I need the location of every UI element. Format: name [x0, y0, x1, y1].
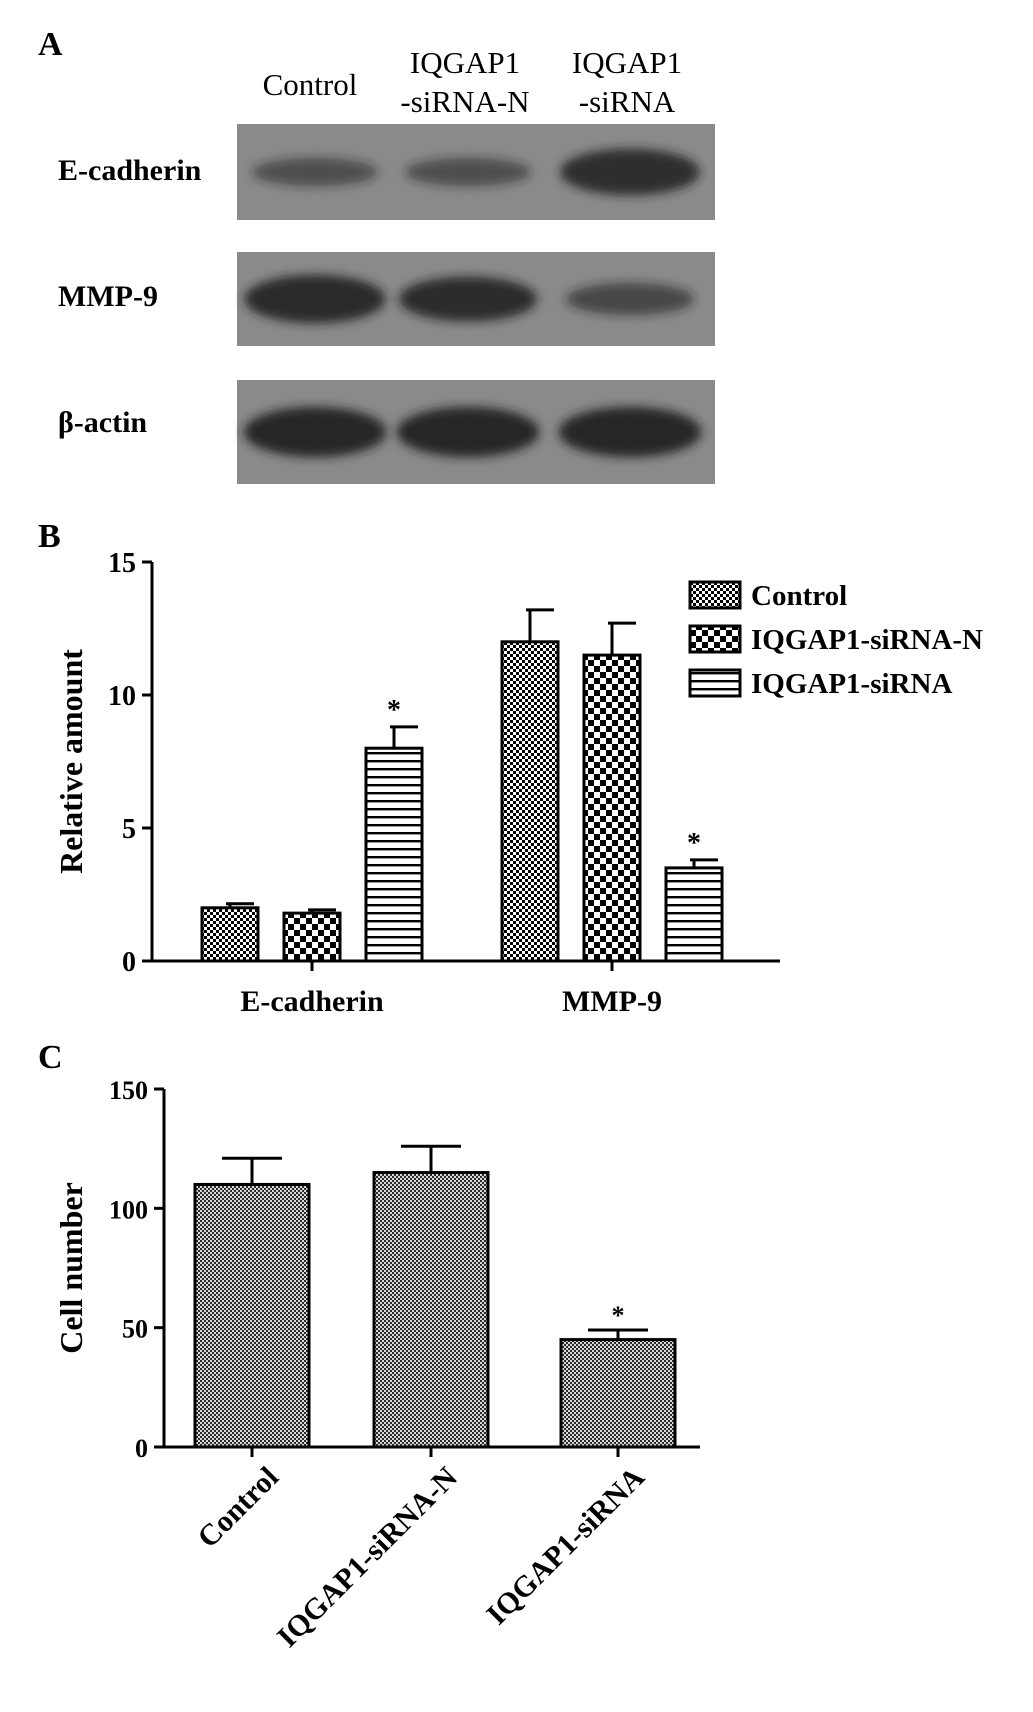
western-blot: Control IQGAP1 -siRNA-N IQGAP1 -siRNA E-cadhe…: [58, 45, 715, 484]
y-tick-label: 0: [135, 1434, 148, 1463]
bar-control: [200, 906, 260, 963]
blot-band: [243, 406, 387, 458]
y-tick-label: 10: [108, 681, 136, 712]
y-tick-label: 0: [122, 947, 136, 978]
blot-band: [560, 148, 700, 196]
legend-label: IQGAP1-siRNA-N: [751, 624, 983, 656]
legend-swatch: [688, 580, 742, 610]
x-tick-label: MMP-9: [562, 985, 662, 1018]
bar-chart-relative-amount: 0 5 10 15 Relative amount E-cadherin MMP-9 * * Co…: [53, 548, 983, 1018]
bar-iqgap1-sirna-n: [582, 653, 642, 963]
blot-row-label: E-cadherin: [58, 154, 202, 187]
legend-swatch: [688, 668, 742, 698]
x-tick-label: E-cadherin: [240, 985, 384, 1018]
legend-label: IQGAP1-siRNA: [751, 668, 952, 700]
legend-swatch: [688, 624, 742, 654]
blot-band: [558, 406, 702, 458]
lane-header-line2: -siRNA: [579, 84, 676, 119]
blot-band: [244, 274, 386, 324]
y-tick-label: 150: [109, 1076, 148, 1105]
lane-header-line1: IQGAP1: [572, 45, 682, 80]
bar-iqgap1-sirna-n: [282, 911, 342, 963]
blot-band: [396, 406, 540, 458]
bar-cell-number: [559, 1338, 677, 1449]
x-tick-label: Control: [191, 1461, 285, 1555]
panel-label-a: A: [38, 26, 63, 63]
panel-label-c: C: [38, 1039, 63, 1076]
blot-band: [565, 282, 695, 316]
y-tick-label: 50: [122, 1315, 148, 1344]
y-tick-label: 5: [122, 814, 136, 845]
y-tick-label: 15: [108, 548, 136, 579]
y-axis-label: Relative amount: [53, 649, 89, 874]
y-axis-label: Cell number: [53, 1182, 89, 1354]
legend-label: Control: [751, 580, 847, 612]
blot-row-label: β-actin: [58, 406, 147, 439]
blot-band: [398, 276, 538, 322]
panel-label-b: B: [38, 518, 61, 555]
bar-chart-cell-number: 0 50 100 150 Cell number ControlIQGAP1-siRNA-…: [53, 1076, 700, 1654]
x-tick-label: IQGAP1-siRNA: [480, 1460, 651, 1631]
bar-cell-number: [372, 1171, 490, 1449]
lane-header-line2: -siRNA-N: [400, 84, 529, 119]
x-tick-label: IQGAP1-siRNA-N: [271, 1460, 464, 1653]
blot-row-label: MMP-9: [58, 280, 158, 313]
bar-iqgap1-sirna: [364, 746, 424, 963]
bar-control: [500, 640, 560, 963]
significance-mark: *: [612, 1301, 625, 1330]
significance-mark: *: [687, 828, 701, 859]
bar-cell-number: [193, 1182, 311, 1449]
significance-mark: *: [387, 695, 401, 726]
y-tick-label: 100: [109, 1195, 148, 1224]
blot-band: [252, 157, 378, 187]
lane-header-line1: IQGAP1: [410, 45, 520, 80]
lane-header-line1: Control: [263, 67, 358, 102]
bar-iqgap1-sirna: [664, 866, 724, 963]
blot-band: [405, 157, 531, 187]
